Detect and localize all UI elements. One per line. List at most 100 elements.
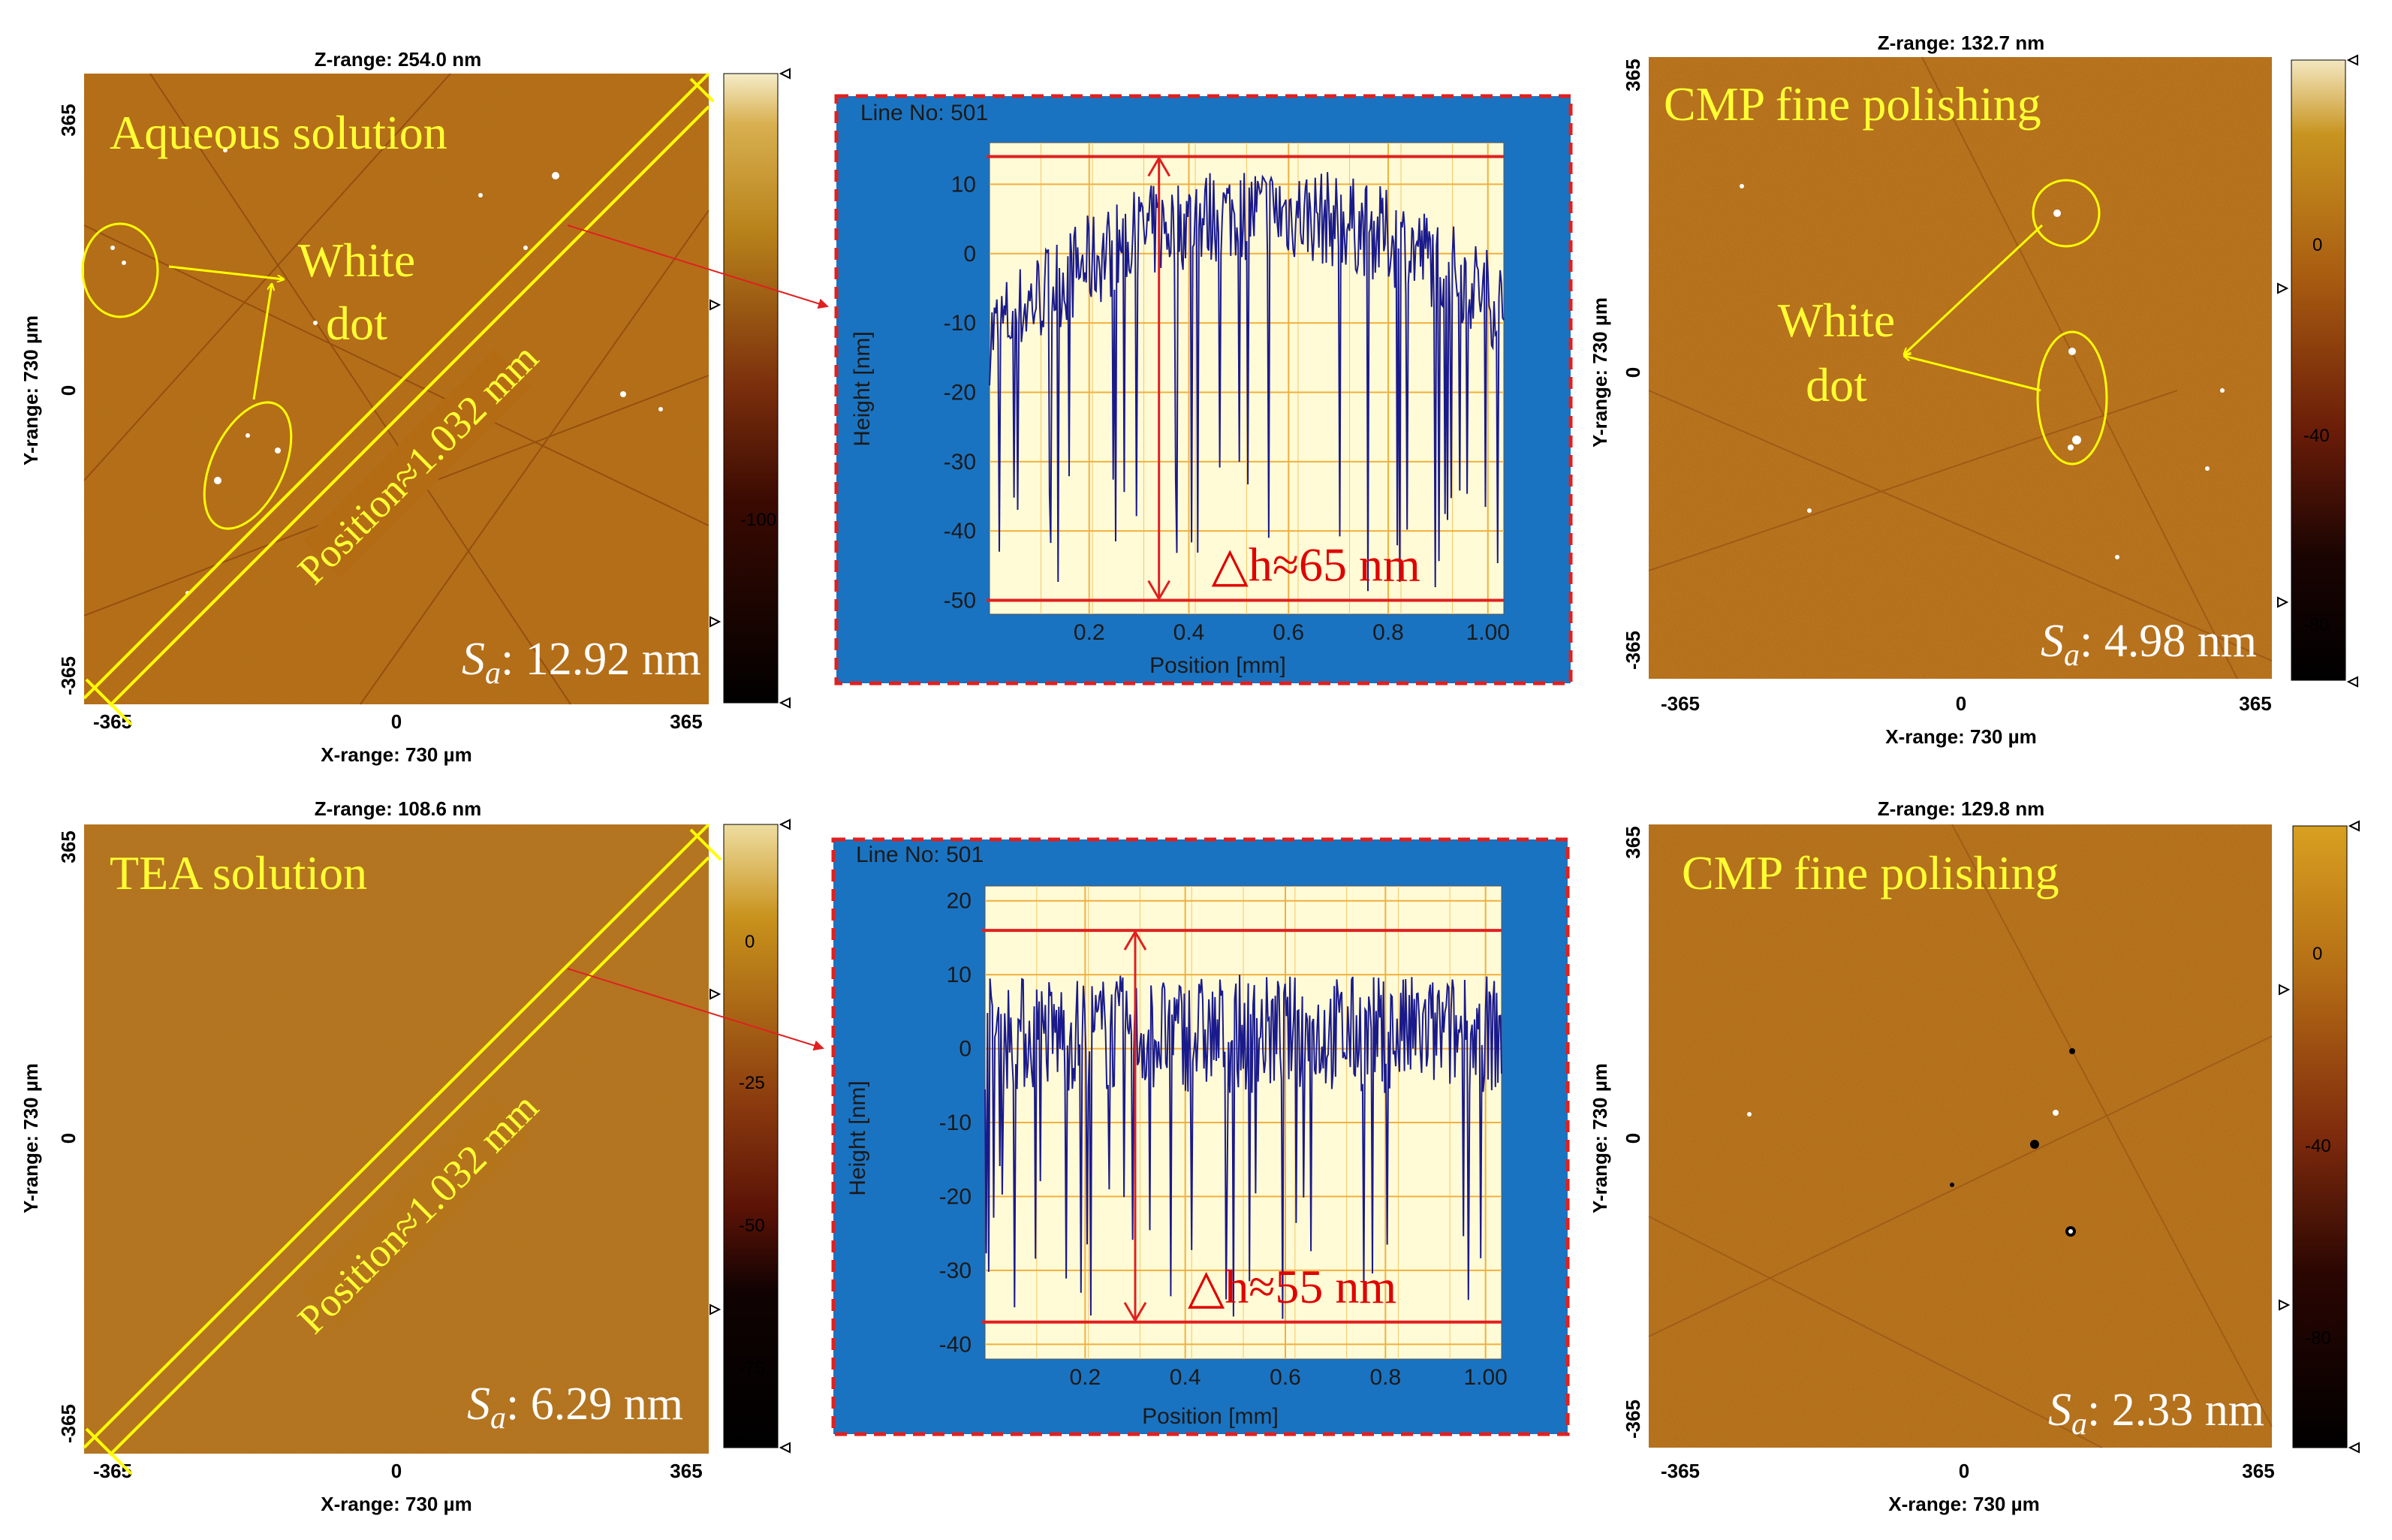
callout-line1: White <box>1778 294 1895 347</box>
y-tick-label: -20 <box>944 380 976 405</box>
afm-panel-aqueous: Z-range: 254.0 nm 365 0 -365 Y-range: 73… <box>20 48 829 766</box>
y-tick-bottom: -365 <box>1622 1400 1644 1439</box>
colorbar-markers <box>2279 820 2360 1454</box>
x-tick-right: 365 <box>2239 692 2271 715</box>
callout-line2: dot <box>1806 358 1867 411</box>
profile-plot: 10 0 -10 -20 -30 -40 -50 0.2 0.4 0.6 0.8 1.00 △h≈65 … <box>944 142 1510 645</box>
colorbar-tick: -80 <box>2303 615 2330 635</box>
y-tick-top: 365 <box>57 104 80 136</box>
x-tick-label: 0.6 <box>1270 1365 1301 1390</box>
colorbar-tick: -50 <box>739 1216 765 1236</box>
colorbar <box>723 824 779 1448</box>
highlight-ellipses <box>81 222 293 530</box>
highlight-ellipses <box>2032 179 2108 466</box>
x-tick-right: 365 <box>2242 1460 2274 1482</box>
x-tick-label: 0.8 <box>1369 1365 1401 1390</box>
profile-plot: 20 10 0 -10 -20 -30 -40 0.2 0.4 0.6 0.8 1.00 △h≈55 n… <box>939 885 1508 1390</box>
panel-title: TEA solution <box>110 846 367 900</box>
x-tick-right: 365 <box>670 710 702 733</box>
colorbar-tick: 0 <box>745 932 755 952</box>
y-tick-top: 365 <box>1622 59 1644 91</box>
colorbar <box>2291 59 2346 681</box>
panel-title: CMP fine polishing <box>1664 77 2041 131</box>
callout-arrows <box>1904 224 2044 392</box>
x-axis-title: Position [mm] <box>1149 653 1286 678</box>
y-range-label: Y-range: 730 µm <box>20 1063 42 1213</box>
y-tick-label: -30 <box>939 1258 972 1283</box>
colorbar <box>2292 825 2348 1448</box>
colorbar-tick: -25 <box>739 1073 765 1093</box>
x-axis-title: Position [mm] <box>1142 1404 1279 1429</box>
y-tick-top: 365 <box>57 830 80 863</box>
x-tick-label: 0.4 <box>1173 620 1205 645</box>
y-tick-label: -10 <box>939 1111 972 1135</box>
afm-panel-cmp-bottom: Z-range: 129.8 nm 365 0 -365 Y-range: 73… <box>1589 797 2360 1515</box>
x-tick-mid: 0 <box>1956 692 1966 715</box>
y-tick-label: 20 <box>947 889 972 914</box>
height-difference-label: △h≈65 nm <box>1212 538 1420 592</box>
height-profile-line <box>989 172 1505 592</box>
x-tick-mid: 0 <box>391 710 402 733</box>
roughness-label: Sa: 4.98 nm <box>2041 616 2257 673</box>
y-range-label: Y-range: 730 µm <box>1589 1063 1611 1213</box>
y-range-label: Y-range: 730 µm <box>20 315 42 466</box>
colorbar-tick: 0 <box>2312 235 2322 255</box>
y-tick-label: 0 <box>959 1037 972 1062</box>
profile-title: Line No: 501 <box>856 842 984 867</box>
x-range-label: X-range: 730 µm <box>321 743 471 766</box>
y-range-label: Y-range: 730 µm <box>1589 297 1611 448</box>
y-tick-label: -40 <box>939 1332 972 1357</box>
colorbar-tick: -75 <box>739 1358 765 1379</box>
line-profile-a: Line No: 501 10 0 -10 -20 -30 -40 -50 0.2 0.4 0.6… <box>834 94 1573 686</box>
panel-title: Aqueous solution <box>110 106 447 159</box>
callout-line2: dot <box>326 297 387 350</box>
arrow-head-up <box>1123 930 1147 951</box>
x-tick-label: 0.8 <box>1372 620 1404 645</box>
y-tick-label: -10 <box>944 311 976 336</box>
position-bracket <box>83 72 715 726</box>
scratch-lines <box>1648 824 2273 1448</box>
scratch-lines <box>1648 56 2273 680</box>
x-tick-left: -365 <box>1661 692 1700 715</box>
link-arrow <box>567 968 824 1051</box>
x-tick-label: 0.2 <box>1074 620 1105 645</box>
height-difference-label: △h≈55 nm <box>1188 1260 1396 1313</box>
x-tick-label: 0.4 <box>1170 1365 1201 1390</box>
line-profile-b: Line No: 501 20 10 0 -10 -20 -30 -40 0.2 0.4 0.6 0… <box>831 837 1570 1436</box>
x-tick-mid: 0 <box>1959 1460 1969 1482</box>
arrow-head-down <box>1123 1302 1147 1323</box>
roughness-label: Sa: 12.92 nm <box>462 634 701 691</box>
y-tick-label: -20 <box>939 1184 972 1209</box>
colorbar-tick: -40 <box>2303 426 2330 446</box>
y-tick-label: -40 <box>944 519 976 544</box>
arrow-head-up <box>1147 155 1170 177</box>
y-tick-bottom: -365 <box>57 1404 80 1443</box>
white-dots <box>1740 184 2225 559</box>
roughness-label: Sa: 6.29 nm <box>467 1379 683 1436</box>
colorbar-markers <box>709 68 791 709</box>
colorbar-tick: 0 <box>2312 944 2322 964</box>
y-tick-label: -30 <box>944 450 976 475</box>
link-arrow <box>567 225 829 309</box>
y-tick-bottom: -365 <box>1622 631 1644 670</box>
callout-arrows <box>168 265 284 400</box>
position-bracket <box>83 823 722 1475</box>
x-tick-label: 0.6 <box>1273 620 1304 645</box>
x-tick-right: 365 <box>670 1460 702 1482</box>
x-tick-label: 1.00 <box>1466 620 1510 645</box>
colorbar-tick: -80 <box>2305 1328 2331 1349</box>
z-range-label: Z-range: 132.7 nm <box>1878 32 2045 54</box>
colorbar-tick: -40 <box>2305 1136 2331 1156</box>
y-tick-label: 0 <box>963 242 976 267</box>
panel-title: CMP fine polishing <box>1682 846 2059 900</box>
profile-title: Line No: 501 <box>860 101 988 125</box>
colorbar-markers <box>2277 54 2358 688</box>
x-tick-left: -365 <box>1661 1460 1700 1482</box>
colorbar-markers <box>709 818 791 1454</box>
x-range-label: X-range: 730 µm <box>1888 1493 2039 1515</box>
colorbar <box>723 73 779 704</box>
y-tick-mid: 0 <box>1622 1133 1644 1144</box>
y-tick-mid: 0 <box>1622 367 1644 378</box>
height-profile-line <box>984 975 1502 1319</box>
